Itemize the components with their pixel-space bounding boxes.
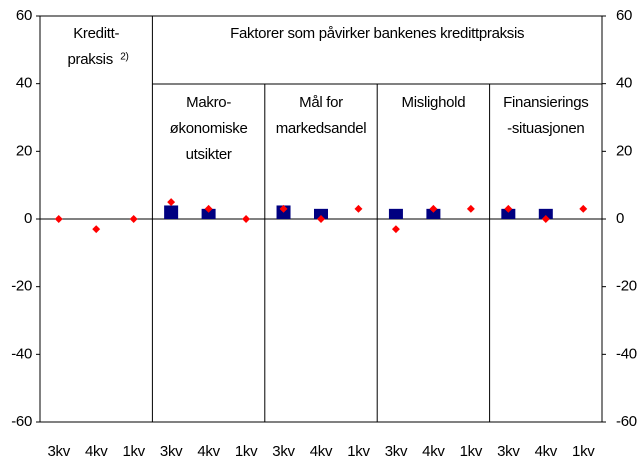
- marker: [317, 215, 325, 223]
- x-tick-label: 4kv: [422, 443, 445, 460]
- x-tick-label: 3kv: [272, 443, 295, 460]
- y2-tick-label: 40: [616, 75, 632, 92]
- group-label: økonomiske: [170, 120, 248, 137]
- y-tick-label: -40: [11, 345, 32, 362]
- bar: [426, 208, 441, 219]
- marker: [167, 198, 176, 207]
- y2-tick-label: -40: [616, 345, 637, 362]
- header-note: 2): [120, 52, 128, 63]
- x-tick-label: 4kv: [535, 443, 558, 460]
- y-tick-label: 60: [16, 7, 32, 24]
- group-label: Mislighold: [402, 94, 466, 111]
- y2-tick-label: 20: [616, 142, 632, 159]
- y-tick-label: 40: [16, 75, 32, 92]
- marker: [391, 225, 400, 234]
- y2-tick-label: 0: [616, 210, 624, 227]
- y-tick-label: 20: [16, 142, 32, 159]
- marker: [541, 215, 550, 223]
- marker: [242, 215, 251, 223]
- header-label: Faktorer som påvirker bankenes kredittpr…: [230, 25, 524, 42]
- y-tick-label: -60: [11, 413, 32, 430]
- marker: [204, 204, 213, 213]
- group-label: markedsandel: [276, 120, 367, 137]
- marker: [54, 215, 63, 223]
- x-tick-label: 1kv: [460, 443, 483, 460]
- x-tick-label: 1kv: [572, 443, 595, 460]
- x-tick-label: 3kv: [385, 443, 408, 460]
- bar: [388, 208, 403, 219]
- marker: [504, 204, 513, 213]
- y2-tick-label: -60: [616, 413, 637, 430]
- x-tick-label: 4kv: [310, 443, 333, 460]
- y-tick-label: -20: [11, 278, 32, 295]
- x-tick-label: 1kv: [347, 443, 370, 460]
- marker: [466, 204, 475, 213]
- group-label: Makro-: [186, 94, 231, 111]
- x-tick-label: 3kv: [160, 443, 183, 460]
- marker: [92, 225, 101, 234]
- group-label: Mål for: [299, 94, 343, 111]
- x-tick-label: 4kv: [85, 443, 108, 460]
- x-tick-label: 3kv: [48, 443, 71, 460]
- header-label: Kreditt-: [73, 25, 119, 42]
- marker: [354, 204, 363, 213]
- bar: [164, 205, 179, 219]
- x-tick-label: 1kv: [235, 443, 258, 460]
- x-tick-label: 1kv: [122, 443, 145, 460]
- group-label: utsikter: [186, 146, 232, 163]
- marker: [129, 215, 138, 223]
- bar: [201, 208, 216, 219]
- group-label: -situasjonen: [507, 120, 584, 137]
- bar: [538, 208, 553, 219]
- bar: [314, 208, 328, 219]
- marker: [279, 204, 288, 213]
- group-label: Finansierings: [503, 94, 588, 111]
- y2-tick-label: 60: [616, 7, 632, 24]
- y2-tick-label: -20: [616, 278, 637, 295]
- header-label: praksis: [67, 51, 112, 68]
- marker: [579, 204, 588, 213]
- x-tick-label: 3kv: [497, 443, 520, 460]
- marker: [429, 204, 438, 213]
- x-tick-label: 4kv: [197, 443, 220, 460]
- y-tick-label: 0: [24, 210, 32, 227]
- bar: [501, 208, 516, 219]
